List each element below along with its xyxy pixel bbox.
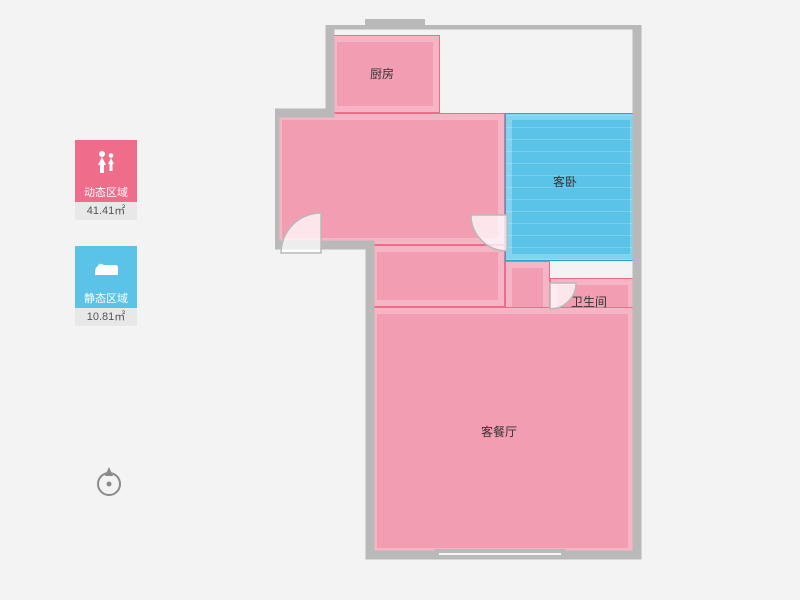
legend-dynamic-value: 41.41㎡ (75, 202, 137, 220)
compass-icon (93, 465, 125, 497)
legend-static-value: 10.81㎡ (75, 308, 137, 326)
bed-icon (92, 255, 120, 281)
legend-dynamic-label: 动态区域 (75, 184, 137, 202)
legend-dynamic-swatch (75, 140, 137, 184)
people-icon (92, 149, 120, 175)
door-arcs (275, 25, 645, 575)
legend-static: 静态区域 10.81㎡ (75, 246, 137, 326)
legend-static-swatch (75, 246, 137, 290)
floorplan: 厨房 客卧 卫生间 客餐厅 (275, 25, 645, 575)
legend-dynamic: 动态区域 41.41㎡ (75, 140, 137, 220)
legend: 动态区域 41.41㎡ 静态区域 10.81㎡ (75, 140, 137, 352)
legend-static-label: 静态区域 (75, 290, 137, 308)
